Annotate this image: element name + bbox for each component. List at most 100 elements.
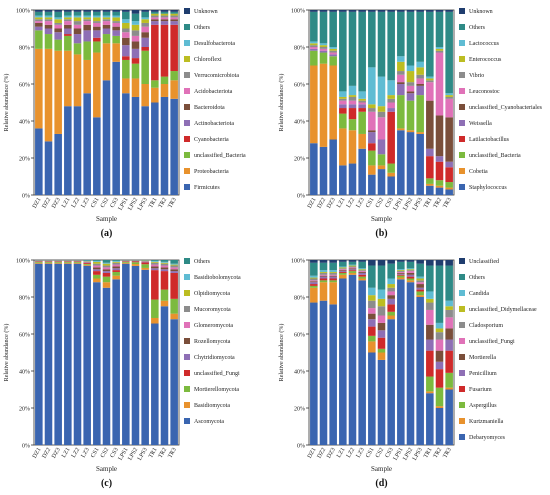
bar-b-DZ3-Others: [329, 12, 337, 47]
bar-d-LPS1-Penicillium: [397, 274, 405, 275]
bar-b-TR1-Leuconostoc: [426, 82, 434, 101]
bar-b-LPS2-Lactococcus: [407, 66, 415, 72]
bar-a-CS1-Cyanobacteria: [93, 38, 101, 42]
bar-a-CS3-Others: [112, 12, 120, 16]
bar-a-CS2-Acidobacteriota: [103, 21, 111, 25]
legend-label: Leuconostoc: [469, 89, 500, 95]
bar-c-DZ3-Mortierellomycota: [54, 262, 62, 263]
bar-c-TR3-Chytridiomycota: [170, 271, 178, 273]
bar-c-CS3-Olpidiomycota: [112, 262, 120, 263]
bar-c-DZ3-Basidiomycota: [54, 263, 62, 264]
bar-b-LPS2-Others: [407, 12, 415, 66]
bar-a-TR3-Unknown: [170, 10, 178, 12]
bar-a-TR2-Proteobacteria: [161, 84, 169, 97]
legend-swatch: [184, 418, 190, 424]
legend-swatch: [459, 136, 465, 142]
bar-a-LPS1-Actinobacteriota: [122, 45, 130, 56]
bar-c-CS3-Basidiobolomycota: [112, 261, 120, 262]
bar-d-CS1-unclassified_Didymellaceae: [368, 295, 376, 301]
bar-d-LPS2-Candida: [407, 268, 415, 269]
bar-a-DZ1-unclassified_Bacteria: [35, 30, 43, 48]
bar-c-TR2-Others: [161, 260, 169, 262]
bar-c-TR1-Glomeromycota: [151, 265, 159, 267]
bar-c-TR2-Ascomycota: [161, 306, 169, 445]
legend-label: Others: [194, 259, 211, 265]
bar-c-TR1-Mucoromycota: [151, 263, 159, 265]
x-tick-label: DZ3: [51, 197, 62, 210]
bar-a-LPS3-Others: [141, 12, 149, 18]
bar-c-CS1-Basidiomycota: [93, 279, 101, 283]
bar-c-TR2-Rozellomycota: [161, 267, 169, 269]
bar-d-DZ2-Fusarium: [320, 279, 328, 281]
bar-a-TR3-Firmicutes: [170, 99, 178, 195]
legend-swatch: [184, 152, 190, 158]
bar-a-TR3-Cyanobacteria: [170, 25, 178, 71]
bar-d-TR3-Mortierella: [445, 328, 453, 339]
bar-b-DZ1-Lactococcus: [310, 41, 318, 43]
bar-c-TR2-unclassified_Fungi: [161, 271, 169, 290]
bar-a-LPS3-Verrucomicrobiota: [141, 23, 149, 27]
bar-c-DZ1-Basidiomycota: [35, 263, 43, 264]
bar-b-CS2-Vibrio: [378, 112, 386, 118]
bar-a-LPS2-Proteobacteria: [132, 78, 140, 97]
bar-c-TR1-Rozellomycota: [151, 266, 159, 268]
legend-swatch: [459, 322, 465, 328]
bar-b-TR2-unclassified_Cyanobacteriales: [436, 115, 444, 156]
bar-b-TR2-Enterococcus: [436, 49, 444, 51]
bar-c-TR3-Mortierellomycota: [170, 299, 178, 314]
legend-label: Debaryomyces: [469, 435, 506, 441]
bar-c-LPS2-Basidiomycota: [132, 264, 140, 266]
bar-d-LZ1-Fusarium: [339, 272, 347, 273]
bar-d-CS2-Fusarium: [378, 338, 386, 349]
x-tick-label: CS2: [100, 197, 110, 209]
bar-d-DZ3-unclassified_Didymellaceae: [329, 272, 337, 273]
bar-c-CS1-Ascomycota: [93, 282, 101, 445]
bar-b-LZ2-Enterococcus: [349, 95, 357, 97]
legend-label: Firmicutes: [194, 185, 220, 191]
bar-b-TR3-Enterococcus: [445, 95, 453, 97]
bar-c-CS2-Mucoromycota: [103, 266, 111, 268]
bar-a-CS2-Proteobacteria: [103, 43, 111, 80]
bar-d-DZ1-Aspergillus: [310, 286, 318, 288]
bar-d-TR2-unclassified_Didymellaceae: [436, 328, 444, 332]
bar-a-LPS1-Unknown: [122, 10, 130, 12]
bar-d-LPS1-Others: [397, 262, 405, 269]
bar-d-LZ2-Fusarium: [349, 270, 357, 271]
bar-d-LZ3-Mortierella: [358, 272, 366, 273]
bar-b-LPS1-Leuconostoc: [397, 75, 405, 82]
bar-b-LZ2-Unknown: [349, 10, 357, 12]
bar-a-DZ2-Desulfobacterota: [45, 16, 53, 18]
bar-d-LZ1-Aspergillus: [339, 273, 347, 275]
bar-a-LZ1-unclassified_Bacteria: [64, 36, 72, 51]
bar-b-LZ2-Staphylococcus: [349, 164, 357, 195]
bar-a-DZ3-Chloroflexi: [54, 19, 62, 23]
bar-d-DZ3-Fusarium: [329, 279, 337, 281]
bar-c-CS3-Mucoromycota: [112, 263, 120, 265]
bar-d-LZ3-Aspergillus: [358, 277, 366, 279]
bar-d-TR1-unclassified_Didymellaceae: [426, 299, 434, 303]
bar-c-CS3-Rozellomycota: [112, 266, 120, 268]
bar-c-DZ2-unclassified_Fungi: [45, 261, 53, 262]
bar-d-LPS2-Penicillium: [407, 275, 415, 277]
bar-d-CS2-unclassified_Didymellaceae: [378, 299, 386, 306]
bar-b-DZ3-Vibrio: [329, 51, 337, 53]
bar-b-DZ2-Enterococcus: [320, 45, 328, 47]
bar-d-CS3-Others: [387, 264, 395, 279]
bar-b-LPS2-unclassified_Bacteria: [407, 101, 415, 131]
bar-c-LPS1-Mortierellomycota: [122, 262, 130, 263]
bar-b-LPS3-Others: [416, 12, 424, 62]
bar-b-CS3-unclassified_Bacteria: [387, 164, 395, 173]
legend-label: Mucoromycota: [194, 307, 231, 313]
legend-swatch: [184, 168, 190, 174]
bar-d-LPS1-Mortierella: [397, 273, 405, 274]
bar-c-CS2-Olpidiomycota: [103, 264, 111, 266]
legend-swatch: [184, 136, 190, 142]
bar-c-LPS1-Basidiomycota: [122, 263, 130, 264]
legend-label: Weissella: [469, 121, 492, 127]
bar-b-LZ1-Leuconostoc: [339, 101, 347, 105]
bar-c-TR2-Olpidiomycota: [161, 263, 169, 264]
bar-b-LZ1-Latilactobacillus: [339, 108, 347, 114]
x-tick-label: LZ3: [356, 197, 366, 209]
bar-a-DZ2-Actinobacteriota: [45, 29, 53, 35]
